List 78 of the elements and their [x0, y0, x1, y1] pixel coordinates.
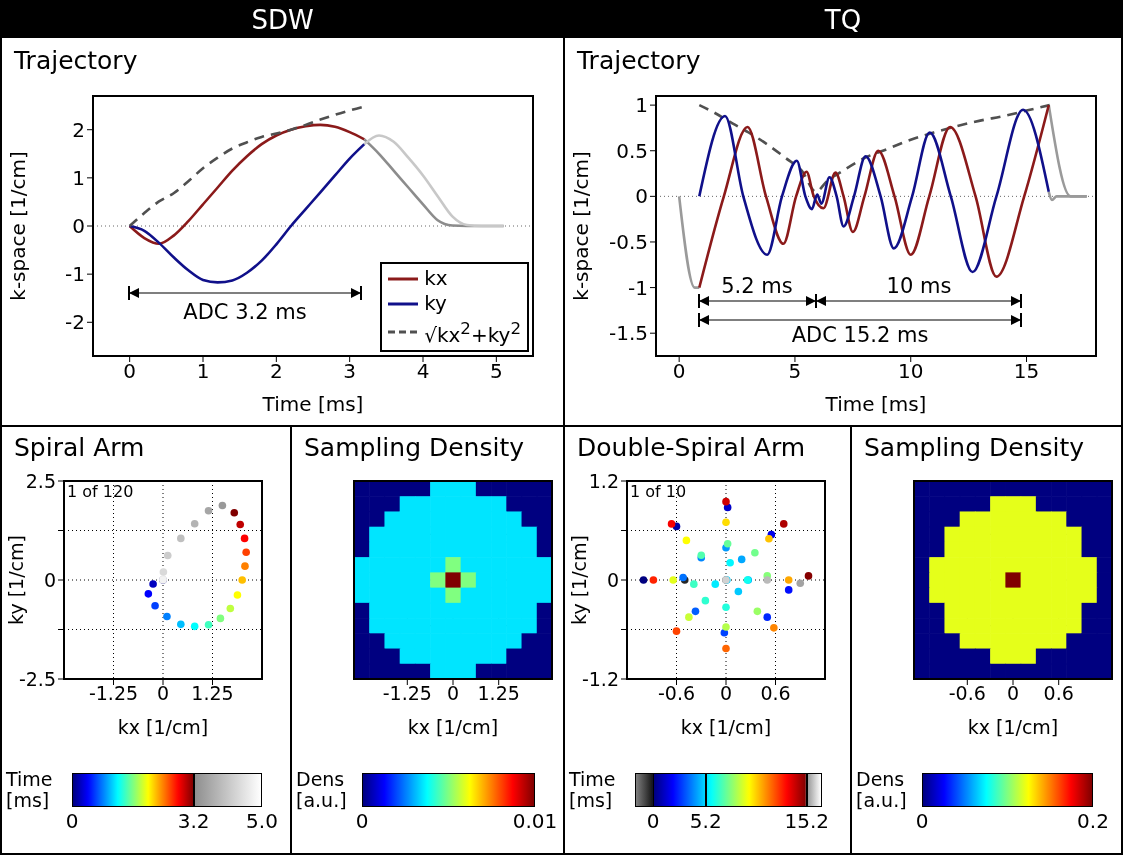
x-tick-label: 10 — [898, 359, 924, 384]
y-tick-label: 2 — [72, 117, 85, 142]
y-tick-label: -1 — [628, 275, 648, 300]
chart-title: Sampling Density — [304, 433, 525, 462]
x-tick-label: 15 — [1013, 359, 1040, 384]
x-tick-label: -0.6 — [948, 682, 986, 705]
legend-label: ky — [424, 291, 447, 317]
x-axis-title: kx [1/cm] — [117, 716, 209, 738]
x-tick-label: 5 — [489, 359, 503, 384]
x-tick-label: 0 — [446, 682, 460, 705]
y-tick-label: -2.5 — [18, 667, 56, 690]
x-tick-label: 1 — [196, 359, 210, 384]
legend-label: kx — [424, 266, 448, 292]
y-axis-title: k-space [1/cm] — [6, 151, 31, 301]
color-bar-label: 0.01 — [512, 809, 558, 833]
x-tick-label: 0 — [123, 359, 137, 384]
annotation: 10 ms — [885, 274, 953, 298]
y-tick-label: 0 — [43, 568, 56, 591]
color-bar-label: 0.2 — [1076, 809, 1110, 833]
y-tick-label: 0 — [72, 214, 85, 239]
y-tick-label: -2 — [65, 310, 85, 335]
color-bar-label: 5.2 — [688, 809, 723, 833]
x-tick-label: 0.6 — [760, 682, 791, 705]
x-tick-label: -1.25 — [382, 682, 432, 705]
x-tick-label: 0 — [672, 359, 686, 384]
x-axis-title: Time [ms] — [824, 392, 927, 416]
y-tick-label: 1.2 — [588, 469, 619, 492]
color-bar-title: Time [ms] — [569, 768, 617, 811]
y-tick-label: -1.5 — [608, 321, 648, 346]
y-tick-label: 0 — [635, 184, 648, 209]
x-tick-label: 0.6 — [1043, 682, 1074, 705]
y-tick-label: 0.5 — [616, 138, 648, 163]
y-tick-label: 0 — [606, 568, 619, 591]
x-tick-label: 1.25 — [477, 682, 520, 705]
y-tick-label: 2.5 — [25, 469, 56, 492]
x-axis-title: kx [1/cm] — [680, 716, 772, 738]
chart-subtitle: SDW — [2, 2, 563, 38]
y-tick-label: 1 — [635, 93, 648, 118]
annotation: 5.2 ms — [721, 274, 793, 298]
x-tick-label: 4 — [416, 359, 430, 384]
x-tick-label: 0 — [719, 682, 733, 705]
chart-title: Trajectory — [577, 46, 701, 75]
x-tick-label: -0.6 — [657, 682, 696, 705]
y-axis-title: k-space [1/cm] — [569, 151, 594, 301]
color-bar-label: 3.2 — [176, 809, 211, 833]
color-bar-label: 0 — [355, 809, 369, 833]
x-tick-label: 0 — [1006, 682, 1020, 705]
y-tick-label: -0.5 — [608, 230, 648, 255]
x-tick-label: 0 — [156, 682, 170, 705]
y-tick-label: -1.2 — [581, 667, 619, 690]
y-axis-title: ky [1/cm] — [4, 535, 27, 625]
chart-title: Trajectory — [14, 46, 138, 75]
y-tick-label: 1 — [72, 165, 85, 190]
x-tick-label: 3 — [343, 359, 357, 384]
x-axis-title: kx [1/cm] — [407, 716, 499, 738]
color-bar-label: 0 — [915, 809, 929, 833]
annotation: ADC 3.2 ms — [182, 300, 308, 324]
chart-title: Double-Spiral Arm — [577, 433, 806, 462]
color-bar-title: Time [ms] — [6, 768, 53, 811]
annotation: ADC 15.2 ms — [790, 323, 930, 347]
annotation: 1 of 120 — [67, 482, 134, 501]
legend-label: √kx$^{2}$+ky$^{2}$ — [424, 318, 521, 348]
y-axis-title: ky [1/cm] — [567, 535, 590, 625]
x-axis-title: Time [ms] — [261, 392, 364, 416]
color-bar-title: Dens [a.u.] — [296, 768, 347, 811]
annotation: 1 of 10 — [630, 482, 687, 501]
chart-title: Sampling Density — [864, 433, 1085, 462]
x-tick-label: -1.25 — [88, 682, 139, 705]
color-bar-label: 5.0 — [246, 809, 278, 833]
color-bar-title: Dens [a.u.] — [856, 768, 907, 811]
chart-title: Spiral Arm — [14, 433, 145, 462]
x-axis-title: kx [1/cm] — [967, 716, 1059, 738]
y-tick-label: -1 — [65, 262, 85, 287]
x-tick-label: 2 — [269, 359, 283, 384]
x-tick-label: 1.25 — [191, 682, 234, 705]
chart-subtitle: TQ — [565, 2, 1121, 38]
color-bar-label: 15.2 — [783, 809, 831, 833]
x-tick-label: 5 — [788, 359, 802, 384]
